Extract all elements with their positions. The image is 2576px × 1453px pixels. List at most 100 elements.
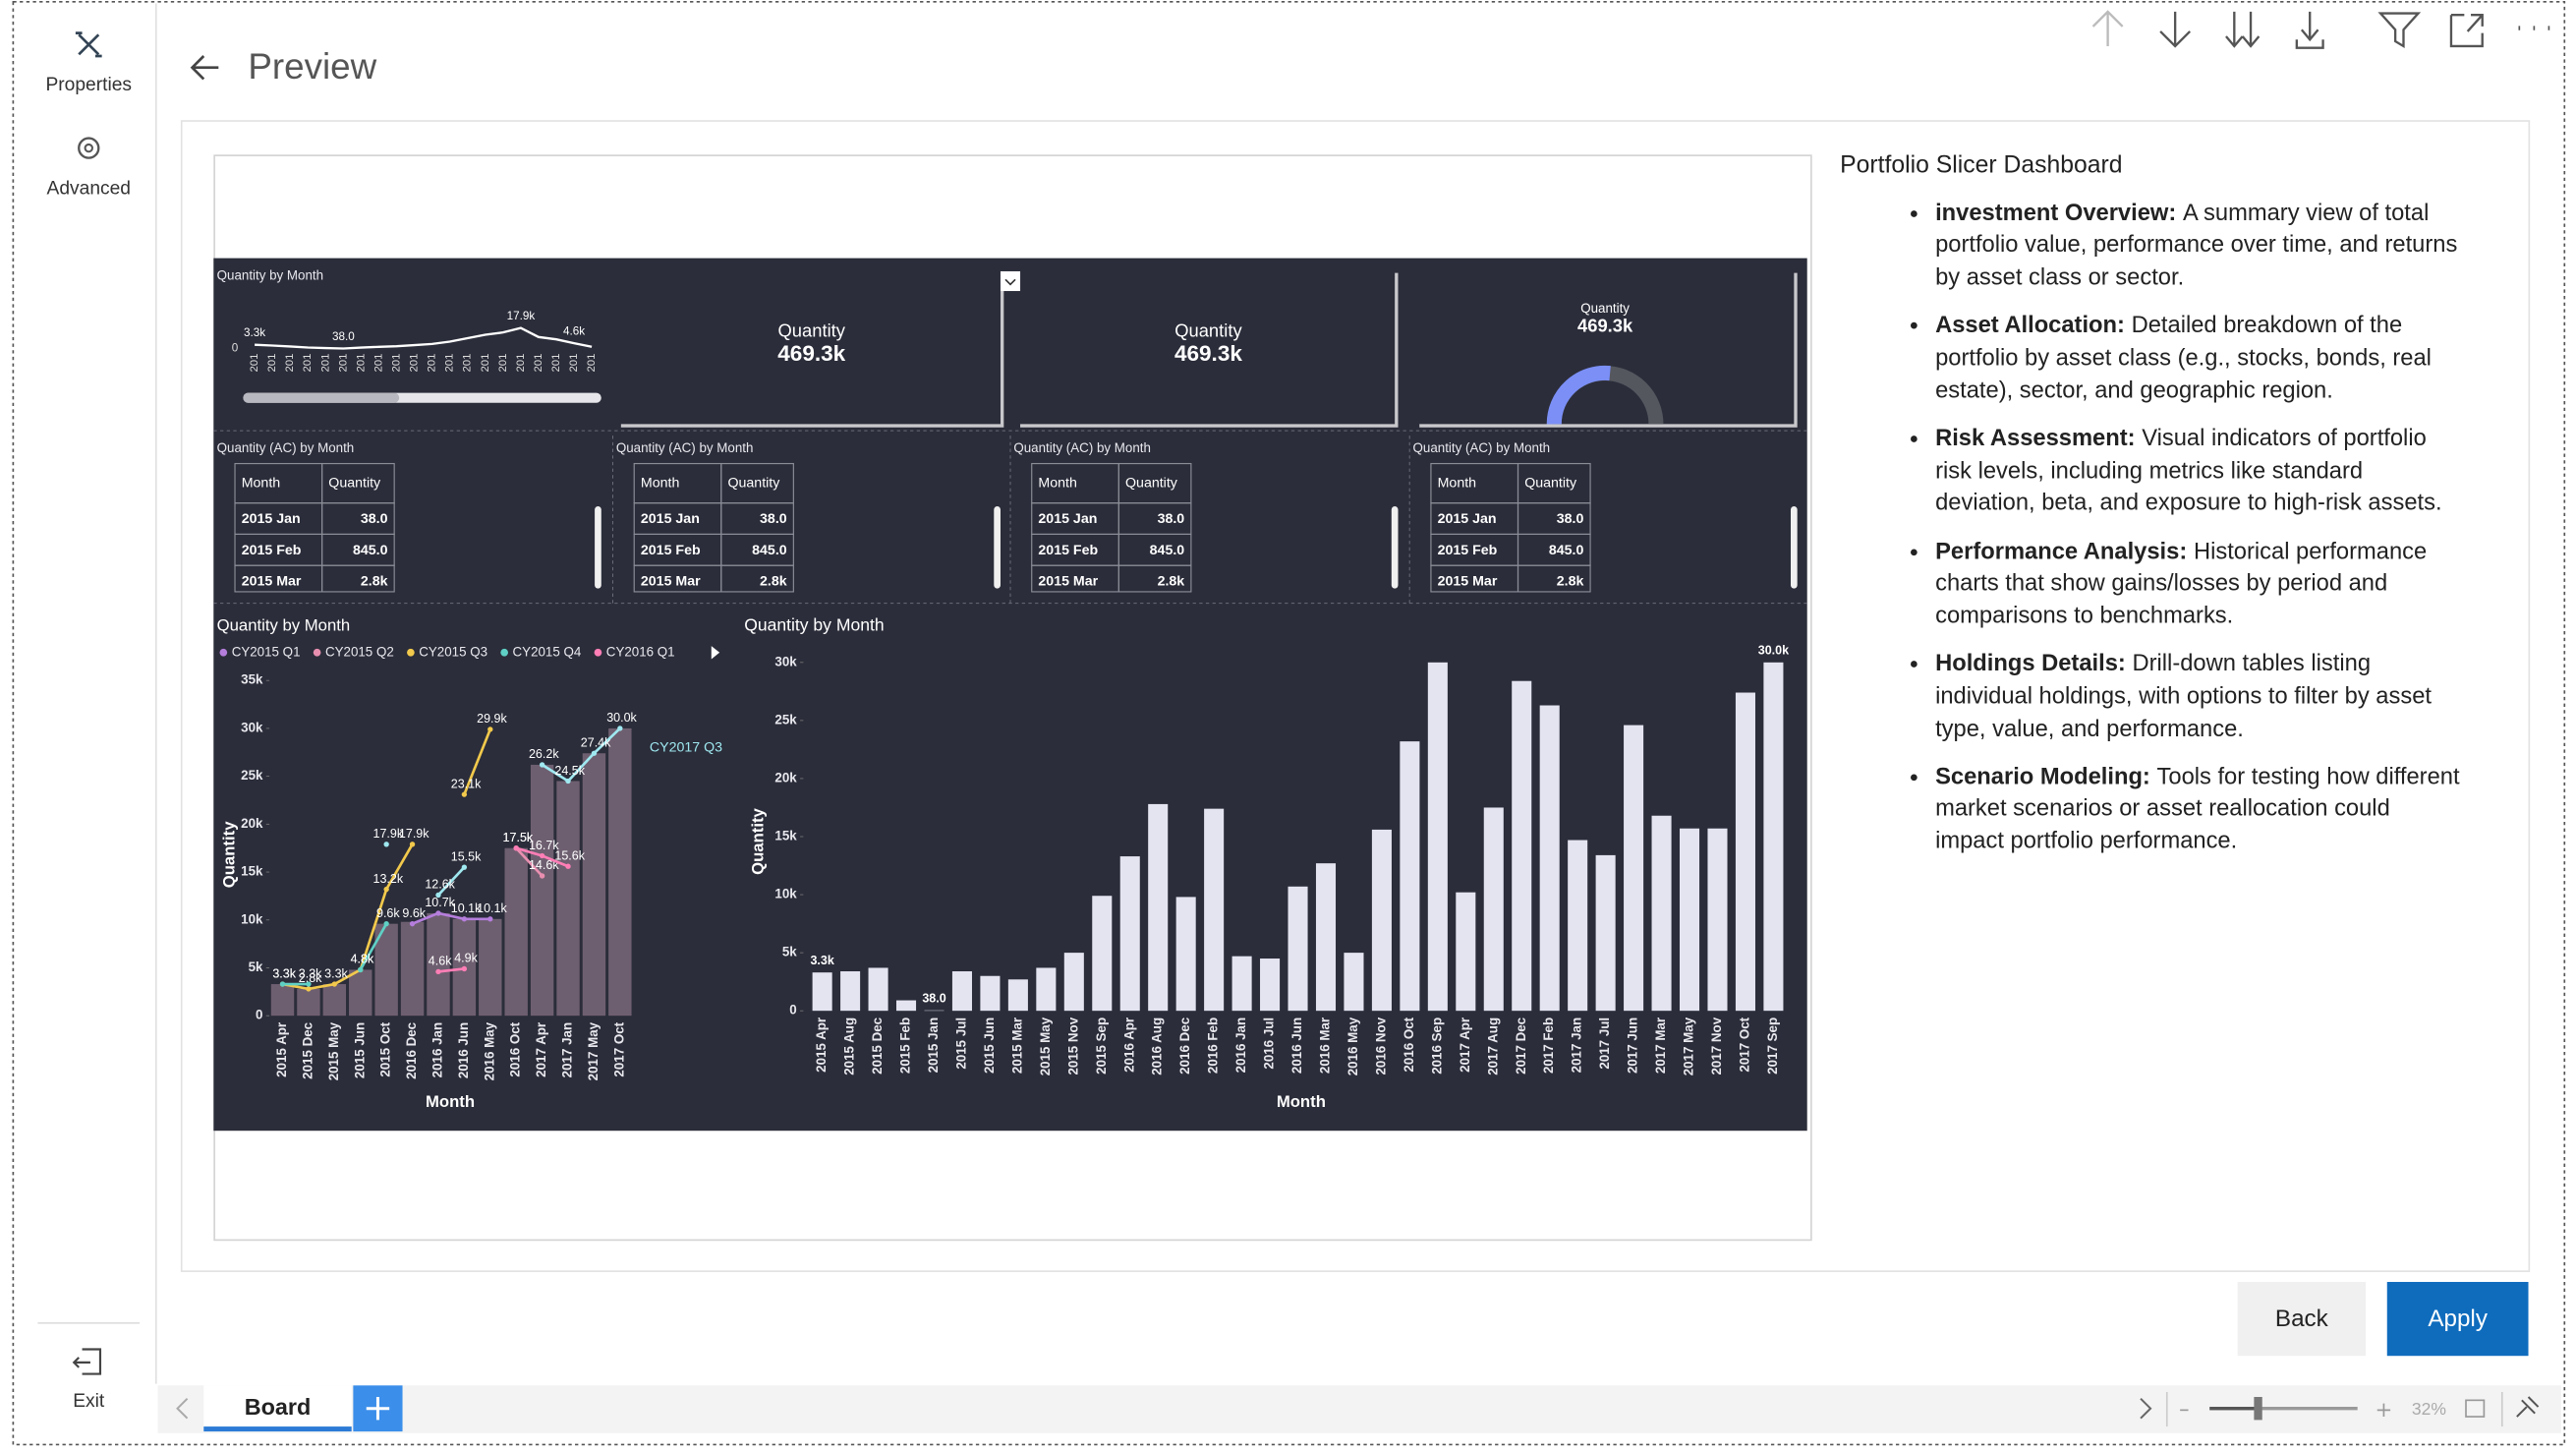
table-cell-text: 38.0 <box>1158 511 1185 527</box>
y-tick-label: 0 <box>789 1003 796 1017</box>
tab-scroll-left[interactable] <box>176 1397 189 1420</box>
move-up-icon[interactable] <box>2091 10 2124 46</box>
table-cell-text: 845.0 <box>353 543 388 558</box>
x-tick-label: 2015 Jul <box>953 1017 968 1070</box>
bar <box>1651 815 1672 1012</box>
bar <box>1036 967 1057 1012</box>
exit-label: Exit <box>73 1391 105 1412</box>
description-text: A summary view of total portfolio value,… <box>1935 200 2458 292</box>
move-down-icon[interactable] <box>2159 11 2192 48</box>
x-tick-label: 2016 Dec <box>404 1021 419 1079</box>
table-scrollbar <box>595 506 601 589</box>
table-cell-text: 2015 Jan <box>641 511 700 527</box>
description-list: investment Overview:A summary view of to… <box>1840 199 2464 859</box>
data-label: 16.7k <box>529 839 559 852</box>
bar <box>427 912 450 1017</box>
x-axis-title: Month <box>426 1092 475 1111</box>
description-text: Drill-down tables listing individual hol… <box>1935 651 2432 742</box>
board-tab-label: Board <box>245 1394 312 1420</box>
description-text: Tools for testing how different market s… <box>1935 764 2460 855</box>
data-label: 3.3k <box>810 954 833 967</box>
table-scrollbar <box>1790 506 1798 589</box>
back-button-bg <box>2237 1281 2367 1357</box>
advanced-icon-core <box>84 143 93 153</box>
back-button[interactable]: Back <box>2237 1281 2367 1357</box>
y-tick-label: 5k <box>249 959 263 974</box>
legend-next <box>711 646 720 660</box>
tab-scroll-right[interactable] <box>2140 1397 2152 1420</box>
drill-icon[interactable] <box>2295 11 2324 49</box>
description-container: Portfolio Slicer Dashboard investment Ov… <box>1840 151 2464 973</box>
x-tick-label: 2015 Dec <box>870 1017 885 1075</box>
apply-button[interactable]: Apply <box>2386 1281 2529 1357</box>
data-label: 10.7k <box>425 896 455 909</box>
data-label: 4.6k <box>563 325 585 338</box>
x-tick-label: 201 <box>480 354 491 373</box>
x-tick-label: 2016 May <box>1345 1017 1360 1075</box>
legend-label: CY2015 Q2 <box>325 644 394 659</box>
bar <box>479 918 502 1017</box>
x-tick-label: 201 <box>427 354 438 373</box>
x-tick-label: 2017 May <box>1682 1017 1696 1075</box>
data-label: 2.8k <box>299 971 322 985</box>
fit-page-icon[interactable] <box>2465 1399 2486 1418</box>
data-label: 12.6k <box>425 878 455 892</box>
point <box>279 981 286 987</box>
exit-button[interactable]: Exit <box>72 1348 105 1413</box>
point <box>358 966 364 973</box>
x-tick-label: 2015 Apr <box>814 1017 829 1073</box>
x-tick-label: 201 <box>515 354 527 373</box>
legend-marker <box>500 648 509 657</box>
table-cell-text: 2015 Mar <box>1438 574 1498 590</box>
bar <box>1707 828 1728 1012</box>
x-tick-label: 2015 Oct <box>378 1021 393 1076</box>
x-tick-label: 2015 Apr <box>274 1022 289 1077</box>
bar <box>1260 959 1281 1012</box>
table-header: Quantity <box>1524 475 1577 491</box>
bar <box>374 923 398 1017</box>
zoom-in[interactable] <box>2376 1403 2391 1418</box>
point <box>435 910 441 916</box>
x-tick-label: 201 <box>568 354 580 373</box>
point <box>435 968 441 975</box>
kpi-card-border <box>620 272 1004 428</box>
y-tick-label: 0 <box>256 1008 262 1022</box>
bar <box>556 781 580 1017</box>
bar <box>530 764 554 1017</box>
table <box>234 462 395 593</box>
bar <box>400 921 425 1017</box>
visual-menu-chevron <box>1004 278 1016 286</box>
properties-button[interactable]: Properties <box>45 31 132 96</box>
table-header: Month <box>1038 475 1076 491</box>
table-cell <box>1517 564 1591 593</box>
data-label: 4.8k <box>351 953 374 966</box>
gauge-label: Quantity <box>1580 301 1630 316</box>
tab-bar <box>157 1385 2561 1433</box>
zoom-slider-thumb[interactable] <box>2254 1396 2262 1421</box>
x-tick-label: 2016 Jan <box>430 1022 445 1077</box>
table-cell <box>321 564 395 593</box>
table-cell-text: 2015 Feb <box>242 543 302 558</box>
advanced-button[interactable]: Advanced <box>47 137 131 200</box>
add-tab-button[interactable] <box>353 1385 403 1432</box>
pin-icon[interactable] <box>2516 1396 2540 1418</box>
x-tick-label: 201 <box>462 354 474 373</box>
dashboard: Quantity by Month 0 201 201 201 201 201 201 201 2… <box>213 258 1807 1132</box>
point <box>461 791 468 797</box>
move-bottom-icon[interactable] <box>2225 11 2261 48</box>
table-header: Quantity <box>328 475 381 491</box>
legend-label: CY2016 Q1 <box>606 644 675 659</box>
board-tab[interactable]: Board <box>203 1385 352 1432</box>
focus-icon[interactable] <box>2449 14 2484 48</box>
x-tick-label: 2015 Dec <box>300 1021 315 1079</box>
data-label: 4.9k <box>454 952 478 965</box>
bar <box>1427 662 1448 1012</box>
description-term: Scenario Modeling: <box>1935 764 2150 790</box>
x-tick-label: 2015 Nov <box>1065 1017 1080 1075</box>
description-term: Risk Assessment: <box>1935 425 2136 452</box>
filter-icon[interactable] <box>2377 12 2422 49</box>
back-arrow[interactable] <box>190 55 219 81</box>
bar <box>270 984 295 1017</box>
page-title: Preview <box>248 46 376 87</box>
data-label: 10.1k <box>477 901 507 915</box>
